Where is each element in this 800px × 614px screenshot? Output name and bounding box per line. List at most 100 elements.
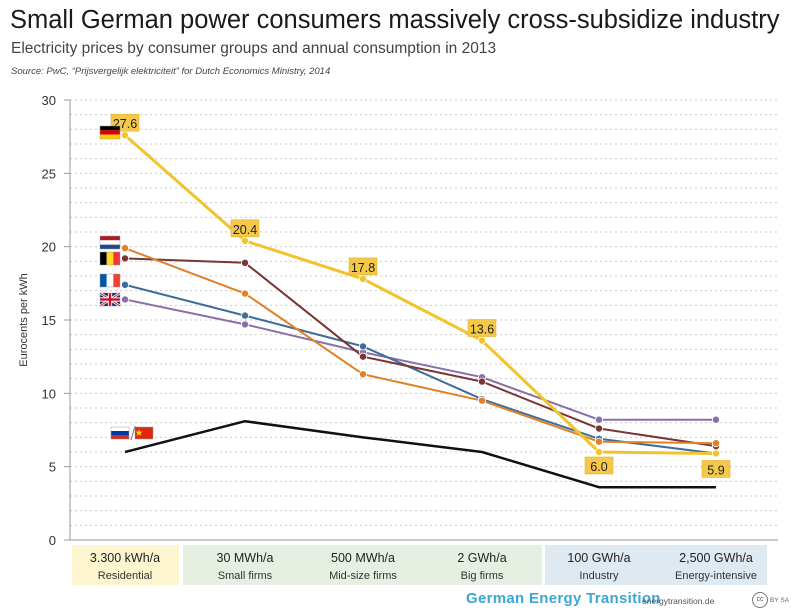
data-label: 13.6 [470, 323, 494, 337]
series-line-belgium [124, 257, 717, 448]
chart-title: Small German power consumers massively c… [10, 6, 780, 34]
data-point-belgium [477, 377, 486, 386]
netherlands-flag-icon [99, 235, 121, 250]
flag-band [111, 435, 129, 439]
footer-brand: German Energy Transition [466, 590, 661, 607]
chart-source: Source: PwC, “Prijsvergelijk elektricite… [11, 66, 331, 77]
data-point-united-kingdom [121, 295, 130, 304]
data-point-germany [358, 274, 367, 283]
flag-cross [100, 298, 120, 301]
data-point-united-kingdom [595, 415, 604, 424]
y-tick-label: 20 [42, 240, 56, 255]
france-flag-icon [99, 273, 121, 288]
x-tick-label-group: Mid-size firms [329, 570, 397, 582]
flag-field [135, 427, 153, 439]
flag-band [111, 427, 129, 431]
x-tick-label-consumption: 2,500 GWh/a [679, 551, 753, 565]
flag-band [100, 252, 107, 265]
data-point-germany [240, 236, 249, 245]
cc-license-text: BY SA [770, 597, 790, 604]
data-label: 5.9 [707, 463, 724, 477]
y-tick-label: 5 [49, 460, 56, 475]
data-label: 20.4 [233, 223, 257, 237]
x-tick-label-consumption: 30 MWh/a [217, 551, 274, 565]
data-point-belgium [595, 424, 604, 433]
data-point-germany [712, 449, 721, 458]
chart-subtitle: Electricity prices by consumer groups an… [11, 40, 497, 57]
china-flag-icon [134, 426, 154, 440]
footer-site: energytransition.de [642, 596, 715, 606]
data-label-box [467, 319, 497, 337]
data-label: 17.8 [351, 261, 375, 275]
data-label-box [584, 456, 614, 475]
series-line-germany [124, 134, 717, 455]
flag-border [99, 251, 121, 266]
data-label: 6.0 [590, 460, 607, 474]
data-point-netherlands [595, 437, 604, 446]
flag-border [99, 125, 121, 140]
flag-band [113, 274, 120, 287]
flag-border [110, 426, 130, 440]
x-tick-label-group: Industry [579, 570, 619, 582]
flag-band [100, 274, 107, 287]
flag-band [100, 240, 120, 245]
y-tick-label: 30 [42, 93, 56, 108]
data-point-france [121, 280, 130, 289]
flag-band [113, 252, 120, 265]
x-tick-label-group: Big firms [461, 570, 504, 582]
data-point-united-kingdom [712, 415, 721, 424]
data-point-netherlands [477, 396, 486, 405]
flag-band [100, 134, 120, 139]
belgium-flag-icon [99, 251, 121, 266]
flag-border [134, 426, 154, 440]
flag-band [111, 431, 129, 435]
uk-flag-icon [99, 291, 121, 308]
data-point-france [358, 342, 367, 351]
data-point-netherlands [712, 439, 721, 448]
y-axis-label: Eurocents per kWh [18, 273, 30, 367]
x-tick-label-consumption: 100 GWh/a [567, 551, 630, 565]
flag-star [135, 429, 143, 436]
data-label-box [230, 219, 260, 238]
data-label-box [701, 460, 731, 478]
y-tick-label: 0 [49, 533, 56, 548]
data-point-netherlands [240, 289, 249, 298]
germany-flag-icon [99, 125, 121, 140]
flag-band [100, 244, 120, 249]
flag-band [106, 252, 114, 265]
category-box-business [183, 545, 542, 585]
category-box-residential [72, 545, 179, 585]
flag-band [100, 130, 120, 135]
data-point-belgium [358, 352, 367, 361]
y-tick-label: 10 [42, 386, 56, 401]
data-point-belgium [240, 258, 249, 267]
flag-band [100, 126, 120, 131]
flag-border [99, 235, 121, 250]
flag-border [99, 292, 121, 307]
series-line-united-kingdom [124, 298, 716, 421]
data-point-netherlands [358, 370, 367, 379]
series-line-russia-china [124, 419, 716, 489]
series-line-netherlands [124, 247, 717, 445]
cc-license-icon: cc [752, 592, 768, 608]
y-tick-label: 25 [42, 166, 56, 181]
x-tick-label-group: Small firms [218, 570, 273, 582]
x-tick-label-consumption: 3.300 kWh/a [90, 551, 160, 565]
russia-flag-icon [110, 426, 130, 440]
flag-band [106, 274, 114, 287]
flag-separator [130, 425, 136, 441]
y-tick-label: 15 [42, 313, 56, 328]
data-point-france [240, 311, 249, 320]
x-tick-label-group: Energy-intensive [675, 570, 757, 582]
data-point-united-kingdom [240, 320, 249, 329]
data-point-germany [595, 447, 604, 456]
data-point-belgium [121, 254, 130, 263]
flag-border [99, 273, 121, 288]
category-box-industry [545, 545, 767, 585]
x-tick-label-group: Residential [98, 570, 152, 582]
data-label-box [348, 257, 378, 276]
x-tick-label-consumption: 2 GWh/a [457, 551, 506, 565]
data-point-netherlands [121, 244, 130, 253]
data-point-germany [477, 336, 486, 345]
